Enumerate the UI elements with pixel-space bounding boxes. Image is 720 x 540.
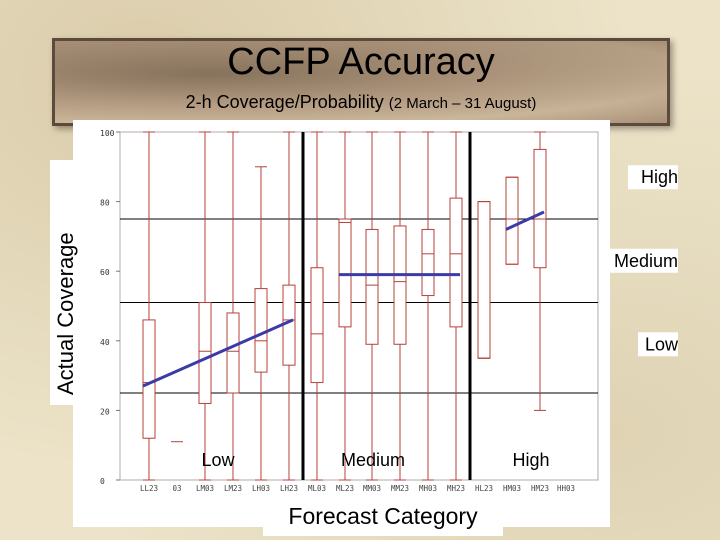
- y-tick-label: 20: [100, 407, 110, 416]
- box-iqr: [254, 288, 268, 373]
- y-tick-label: 80: [100, 199, 110, 208]
- x-tick-label: MH03: [419, 484, 437, 493]
- x-tick-label: HM23: [531, 484, 549, 493]
- x-tick-label: HM03: [503, 484, 521, 493]
- box-iqr: [533, 148, 547, 269]
- x-tick-label: LM23: [224, 484, 242, 493]
- box-iqr: [365, 228, 379, 345]
- box-iqr: [505, 176, 519, 265]
- box-iqr: [338, 218, 352, 328]
- x-tick-label: MM03: [363, 484, 381, 493]
- trend-line-high: [505, 210, 545, 231]
- x-tick-label: MM23: [391, 484, 409, 493]
- box-iqr: [449, 197, 463, 328]
- x-tick-label: MH23: [447, 484, 465, 493]
- box-iqr: [142, 319, 156, 439]
- x-axis-label: Forecast Category: [288, 503, 478, 529]
- x-tick-label: LH03: [252, 484, 270, 493]
- x-tick-label: LM03: [196, 484, 214, 493]
- y-tick-label: 60: [100, 268, 110, 277]
- slide-subtitle: 2-h Coverage/Probability (2 March – 31 A…: [52, 90, 670, 116]
- level-label-bg: [628, 165, 678, 190]
- level-label: High: [641, 167, 678, 187]
- slide-title: CCFP Accuracy: [227, 41, 495, 83]
- box-iqr: [477, 201, 491, 359]
- y-tick-label: 40: [100, 338, 110, 347]
- y-tick-label: 100: [100, 129, 115, 138]
- group-label: High: [512, 450, 549, 470]
- trend-line-low: [142, 318, 294, 388]
- level-label-bg: [608, 248, 678, 273]
- level-label: Low: [645, 334, 679, 354]
- x-tick-label: 03: [172, 484, 181, 493]
- x-tick-label: HH03: [557, 484, 575, 493]
- x-tick-label: LL23: [140, 484, 158, 493]
- box-iqr: [198, 302, 212, 404]
- box-iqr: [393, 225, 407, 345]
- x-tick-label: ML03: [308, 484, 326, 493]
- ylabel-patch: [50, 160, 82, 405]
- box-iqr: [310, 267, 324, 384]
- box-iqr: [226, 312, 240, 394]
- group-label: Medium: [341, 450, 405, 470]
- xlabel-patch: [263, 498, 503, 536]
- subtitle-main: 2-h Coverage/Probability: [185, 92, 384, 112]
- x-tick-label: HL23: [475, 484, 493, 493]
- level-label: Medium: [614, 251, 678, 271]
- group-label: Low: [201, 450, 235, 470]
- y-tick-label: 0: [100, 477, 105, 486]
- x-tick-label: LH23: [280, 484, 298, 493]
- level-label-bg: [638, 332, 678, 357]
- x-tick-label: ML23: [336, 484, 354, 493]
- plot-frame: [119, 131, 599, 481]
- subtitle-dates: (2 March – 31 August): [388, 95, 537, 112]
- box-iqr: [421, 228, 435, 297]
